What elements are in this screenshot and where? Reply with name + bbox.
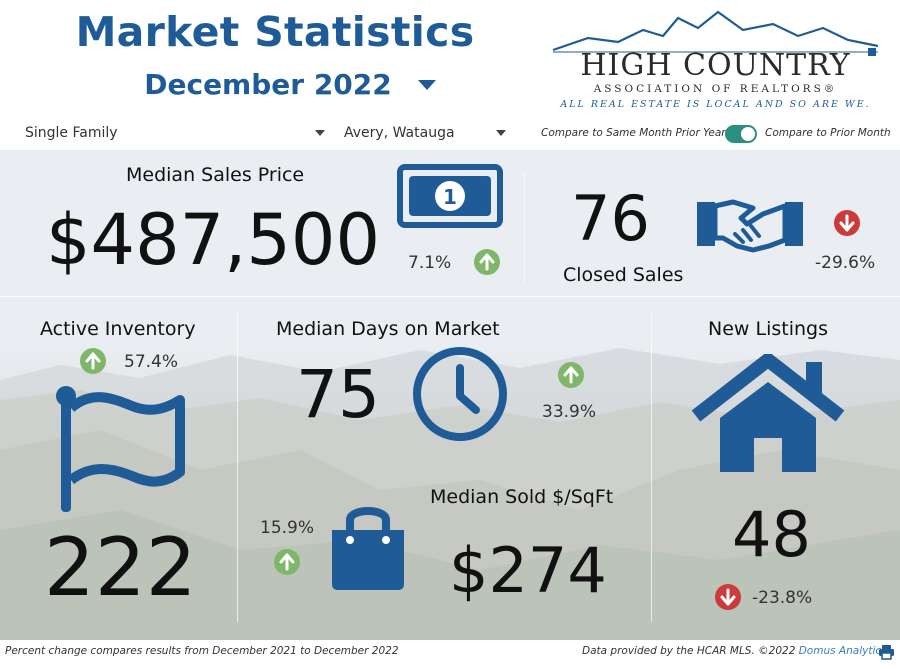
active-inventory-value: 222 [44, 521, 197, 614]
month-selector[interactable]: December 2022 [100, 68, 480, 101]
chevron-down-icon [496, 130, 506, 136]
median-sold-sqft-change: 15.9% [260, 518, 315, 538]
county-dropdown[interactable]: Avery, Watauga [344, 122, 506, 144]
arrow-up-icon [274, 549, 300, 575]
median-sold-sqft-value: $274 [449, 534, 607, 607]
footer-source-text: Data provided by the HCAR MLS. ©2022 [582, 645, 799, 657]
arrow-up-icon [474, 249, 500, 275]
compare-toggle[interactable] [725, 125, 757, 143]
page-title: Market Statistics [75, 8, 475, 56]
arrow-down-icon [834, 210, 860, 236]
active-inventory-label: Active Inventory [40, 318, 196, 340]
county-value: Avery, Watauga [344, 125, 455, 141]
background-veil [0, 150, 900, 640]
toggle-knob [741, 127, 755, 141]
chevron-down-icon [315, 130, 325, 136]
median-days-on-market-value: 75 [296, 356, 380, 433]
median-sales-price-change: 7.1% [408, 253, 452, 273]
money-bill-icon: 1 [397, 164, 503, 228]
property-type-dropdown[interactable]: Single Family [25, 122, 325, 144]
clock-icon [413, 347, 507, 441]
print-icon[interactable] [878, 644, 895, 660]
logo-tagline: ALL REAL ESTATE IS LOCAL AND SO ARE WE. [560, 99, 871, 110]
handshake-icon [697, 199, 803, 253]
divider [237, 312, 238, 622]
compare-prior-month-label: Compare to Prior Month [765, 127, 891, 139]
month-label: December 2022 [144, 68, 392, 101]
header: Market Statistics December 2022 HIGH COU… [0, 0, 900, 150]
shopping-bag-icon [332, 507, 404, 590]
arrow-down-icon [715, 584, 741, 610]
divider [651, 312, 652, 622]
mountain-logo-icon [552, 10, 879, 56]
median-days-on-market-change: 33.9% [542, 402, 597, 422]
median-sales-price-label: Median Sales Price [126, 164, 305, 186]
new-listings-change: -23.8% [752, 588, 813, 608]
median-days-on-market-label: Median Days on Market [276, 318, 500, 340]
domus-analytics-link[interactable]: Domus Analytics [798, 645, 887, 657]
hcar-logo: HIGH COUNTRY ASSOCIATION OF REALTORS® AL… [548, 8, 883, 114]
footer-note: Percent change compares results from Dec… [5, 645, 399, 657]
mountain-background-icon [0, 348, 900, 640]
property-type-value: Single Family [25, 125, 118, 141]
flag-icon [56, 386, 185, 512]
new-listings-label: New Listings [708, 318, 828, 340]
divider [0, 296, 900, 297]
logo-subtitle: ASSOCIATION OF REALTORS® [593, 83, 838, 95]
arrow-up-icon [558, 362, 584, 388]
closed-sales-value: 76 [571, 182, 650, 255]
compare-prior-year-label: Compare to Same Month Prior Year [541, 127, 726, 139]
median-sales-price-value: $487,500 [46, 199, 381, 281]
house-icon [691, 354, 845, 472]
divider [524, 172, 525, 282]
closed-sales-label: Closed Sales [563, 264, 684, 286]
closed-sales-change: -29.6% [815, 253, 876, 273]
logo-name: HIGH COUNTRY [580, 48, 851, 83]
svg-text:1: 1 [443, 185, 457, 209]
new-listings-value: 48 [732, 498, 811, 571]
chevron-down-icon [417, 79, 436, 90]
dashboard [0, 150, 900, 640]
median-sold-sqft-label: Median Sold $/SqFt [430, 486, 614, 508]
active-inventory-change: 57.4% [124, 352, 179, 372]
arrow-up-icon [80, 348, 106, 374]
footer: Percent change compares results from Dec… [0, 640, 900, 669]
footer-source: Data provided by the HCAR MLS. ©2022 Dom… [582, 645, 887, 657]
